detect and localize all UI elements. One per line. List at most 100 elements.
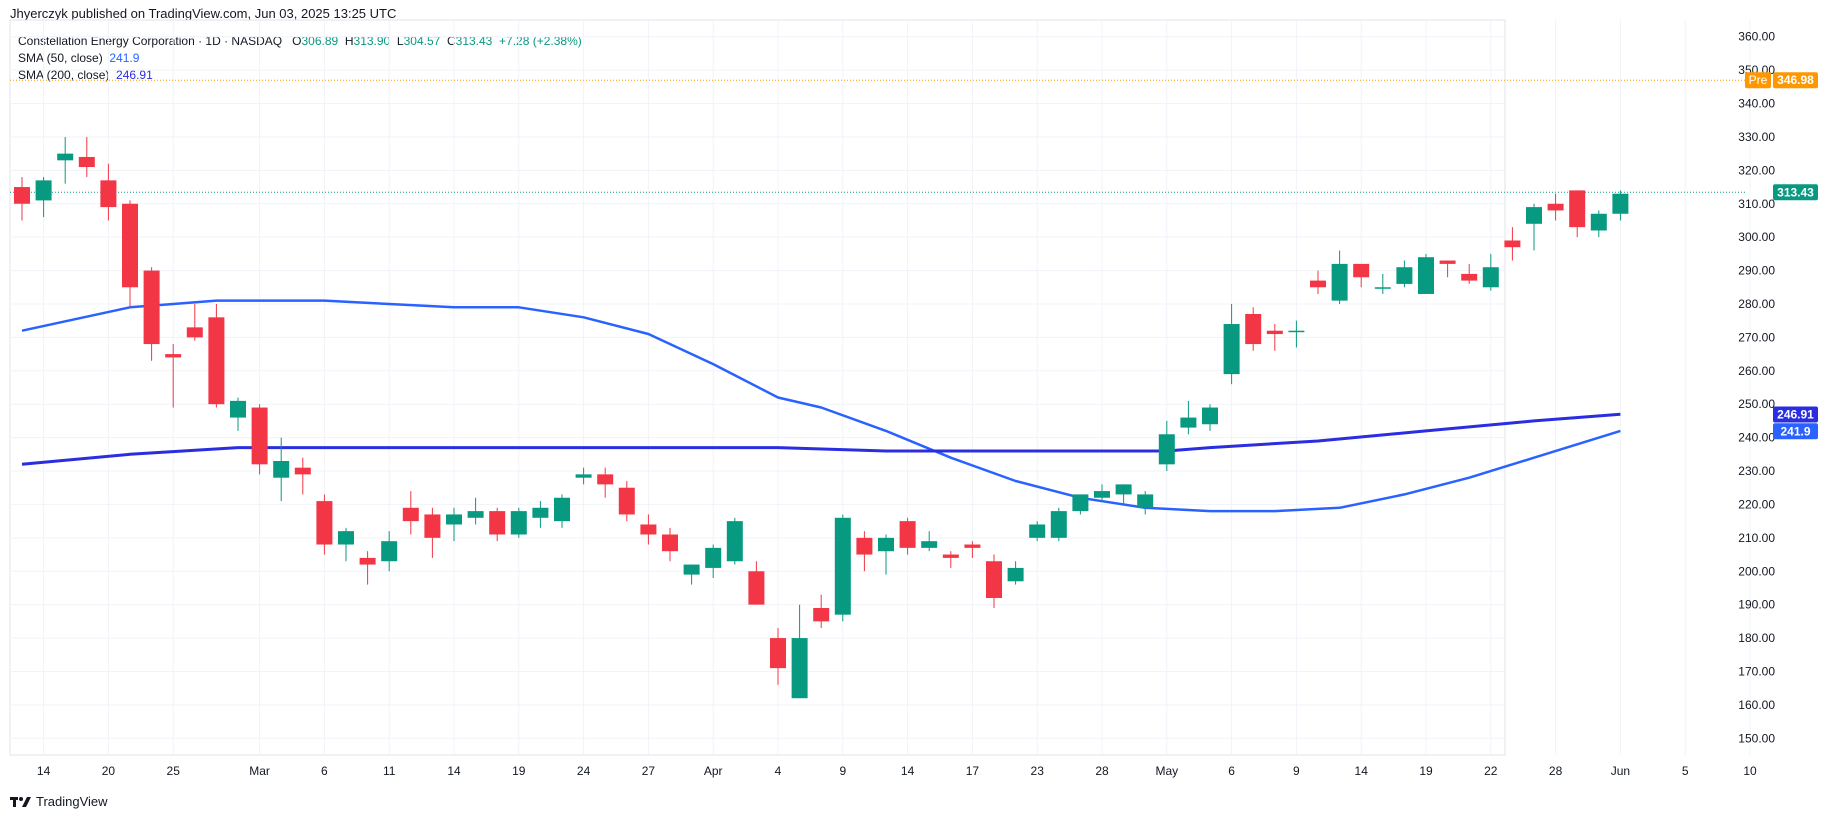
candle-down <box>748 561 765 605</box>
x-tick-label: May <box>1155 764 1178 778</box>
candle-body <box>683 564 700 575</box>
pre-label-bg <box>1745 72 1771 89</box>
x-tick-label: 25 <box>167 764 181 778</box>
candle-body <box>597 474 614 485</box>
x-tick-label: 9 <box>839 764 846 778</box>
candle-up <box>338 527 354 562</box>
candle-body <box>791 638 808 699</box>
legend-symbol-row[interactable]: Constellation Energy Corporation · 1D · … <box>18 33 582 50</box>
x-tick-label: Jun <box>1611 764 1630 778</box>
candle-up <box>1526 203 1542 251</box>
last-price-badge-bg <box>1773 184 1818 201</box>
candle-down <box>640 514 657 545</box>
candle-body <box>402 507 419 522</box>
candle-down <box>770 628 786 685</box>
y-tick-label: 200.00 <box>1738 564 1775 578</box>
x-tick-label: Mar <box>249 764 270 778</box>
candle-down <box>1353 263 1370 288</box>
pre-market-badge: Pre 346.98 <box>1745 72 1818 89</box>
sma200-label[interactable]: SMA (200, close) <box>18 68 110 82</box>
low-value: 304.57 <box>403 34 441 48</box>
price-chart[interactable]: 150.00 160.00 170.00 180.00 190.00 200.00 210.… <box>0 0 1835 790</box>
x-tick-label: Apr <box>704 764 723 778</box>
y-tick-label: 270.00 <box>1738 330 1775 344</box>
candle-body <box>986 561 1002 598</box>
y-tick-label: 170.00 <box>1738 664 1775 678</box>
candle-up <box>726 517 743 565</box>
x-tick-label: 17 <box>966 764 980 778</box>
candle-body <box>1310 280 1326 288</box>
candle-body <box>510 511 527 535</box>
y-tick-label: 190.00 <box>1738 598 1775 612</box>
candle-body <box>1072 494 1089 512</box>
x-tick-label: 14 <box>1355 764 1369 778</box>
sma50-label[interactable]: SMA (50, close) <box>18 51 103 65</box>
candle-up <box>230 397 246 431</box>
last-price-badge: 313.43 <box>1773 184 1818 201</box>
candle-body <box>1612 193 1629 214</box>
candle-body <box>14 187 30 204</box>
candle-up <box>1288 320 1305 348</box>
candle-body <box>273 461 290 478</box>
candle-body <box>78 156 95 167</box>
candle-body <box>964 544 981 548</box>
y-tick-label: 230.00 <box>1738 464 1775 478</box>
price-axis[interactable]: 150.00 160.00 170.00 180.00 190.00 200.00 210.… <box>1738 30 1775 746</box>
sma50-value: 241.9 <box>109 51 140 65</box>
y-tick-label: 250.00 <box>1738 397 1775 411</box>
grid-lines <box>9 19 1751 756</box>
y-tick-label: 330.00 <box>1738 130 1775 144</box>
brand-label: TradingView <box>36 794 108 809</box>
y-tick-label: 150.00 <box>1738 731 1775 745</box>
x-tick-label: 6 <box>1228 764 1235 778</box>
sma50-badge-text: 241.9 <box>1780 424 1810 438</box>
candle-up <box>1331 250 1348 304</box>
y-tick-label: 220.00 <box>1738 497 1775 511</box>
candle-down <box>813 594 830 629</box>
candle-body <box>208 317 225 405</box>
candle-up <box>1202 404 1218 431</box>
legend-sma50-row[interactable]: SMA (50, close) 241.9 <box>18 50 582 67</box>
candle-up <box>35 177 52 218</box>
chart-legend: Constellation Energy Corporation · 1D · … <box>18 33 582 84</box>
y-tick-label: 340.00 <box>1738 97 1775 111</box>
y-tick-label: 260.00 <box>1738 364 1775 378</box>
symbol-name[interactable]: Constellation Energy Corporation · 1D · … <box>18 34 283 48</box>
candle-up <box>554 494 570 528</box>
candles <box>14 136 1629 699</box>
x-tick-label: 14 <box>37 764 51 778</box>
candle-body <box>1180 417 1197 428</box>
candle-body <box>1331 263 1348 301</box>
candle-body <box>921 541 938 548</box>
candle-down <box>856 531 873 572</box>
sma200-badge: 246.91 <box>1773 406 1818 423</box>
candle-up <box>1396 260 1413 288</box>
candle-down <box>1245 307 1262 351</box>
candle-up <box>1094 484 1110 502</box>
x-tick-label: 28 <box>1095 764 1109 778</box>
candle-body <box>1569 190 1586 228</box>
candle-body <box>662 534 678 552</box>
candle-down <box>143 267 160 361</box>
candle-up <box>510 507 527 538</box>
candle-down <box>424 507 441 558</box>
candle-body <box>1374 287 1391 289</box>
time-axis[interactable]: 14 20 25 Mar 6 11 14 19 24 27 Apr 4 9 14 17 23 28 May 6 9 14… <box>37 764 1757 778</box>
candle-up <box>1180 400 1197 435</box>
pre-value-text: 346.98 <box>1777 73 1814 87</box>
candle-up <box>1223 303 1240 385</box>
candle-up <box>1374 273 1391 294</box>
candle-body <box>316 501 333 545</box>
candle-down <box>1439 260 1456 278</box>
candle-up <box>1115 484 1132 505</box>
sma-lines <box>21 299 1621 513</box>
x-tick-label: 19 <box>512 764 526 778</box>
footer-brand[interactable]: TradingView <box>10 794 108 809</box>
legend-sma200-row[interactable]: SMA (200, close) 246.91 <box>18 67 582 84</box>
candle-body <box>878 537 894 552</box>
candle-body <box>705 547 722 568</box>
price-badges: Pre 346.98 313.43 246.91 241.9 <box>1745 72 1818 440</box>
candle-body <box>575 474 592 478</box>
sma50-line <box>21 299 1621 513</box>
candle-body <box>122 203 138 288</box>
